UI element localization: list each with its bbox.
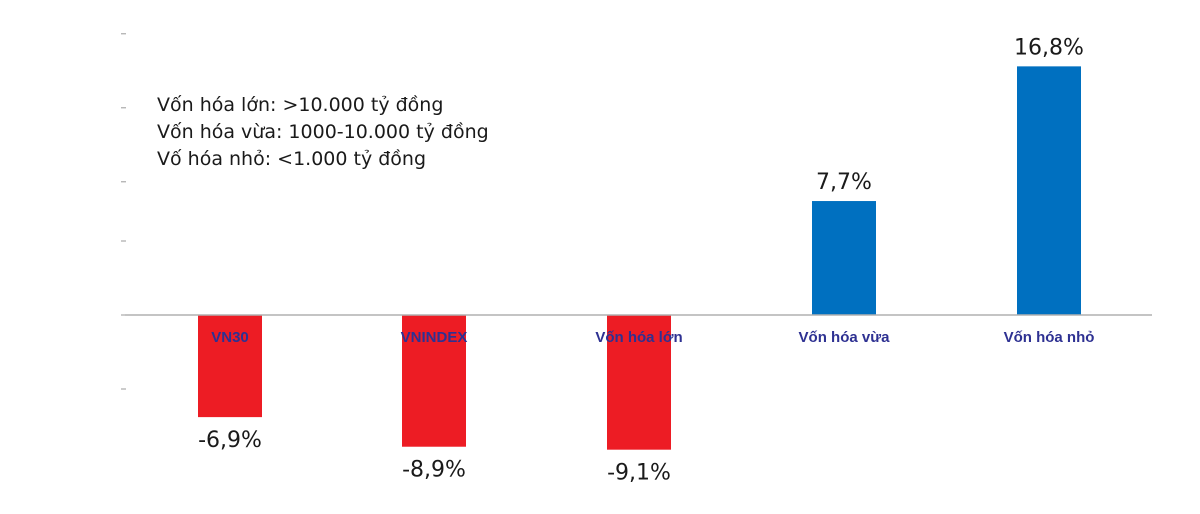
category-label-2: Vốn hóa lớn (595, 329, 682, 346)
value-label-3: 7,7% (816, 170, 872, 195)
bar-3 (812, 201, 876, 315)
note-mid-cap: Vốn hóa vừa: 1000-10.000 tỷ đồng (157, 121, 489, 143)
note-small-cap: Vố hóa nhỏ: <1.000 tỷ đồng (157, 148, 427, 170)
legend-notes: Vốn hóa lớn: >10.000 tỷ đồng Vốn hóa vừa… (157, 92, 489, 173)
category-label-4: Vốn hóa nhỏ (1004, 329, 1095, 346)
category-label-1: VNINDEX (401, 329, 468, 346)
value-label-1: -8,9% (402, 458, 466, 483)
category-label-3: Vốn hóa vừa (799, 329, 891, 346)
bar-1 (402, 315, 466, 447)
note-large-cap: Vốn hóa lớn: >10.000 tỷ đồng (157, 94, 444, 116)
bar-0 (198, 315, 262, 418)
category-label-0: VN30 (211, 329, 249, 346)
value-label-0: -6,9% (198, 428, 262, 453)
bar-4 (1017, 66, 1081, 315)
value-label-2: -9,1% (607, 461, 671, 486)
bar-2 (607, 315, 671, 450)
value-label-4: 16,8% (1014, 35, 1084, 60)
